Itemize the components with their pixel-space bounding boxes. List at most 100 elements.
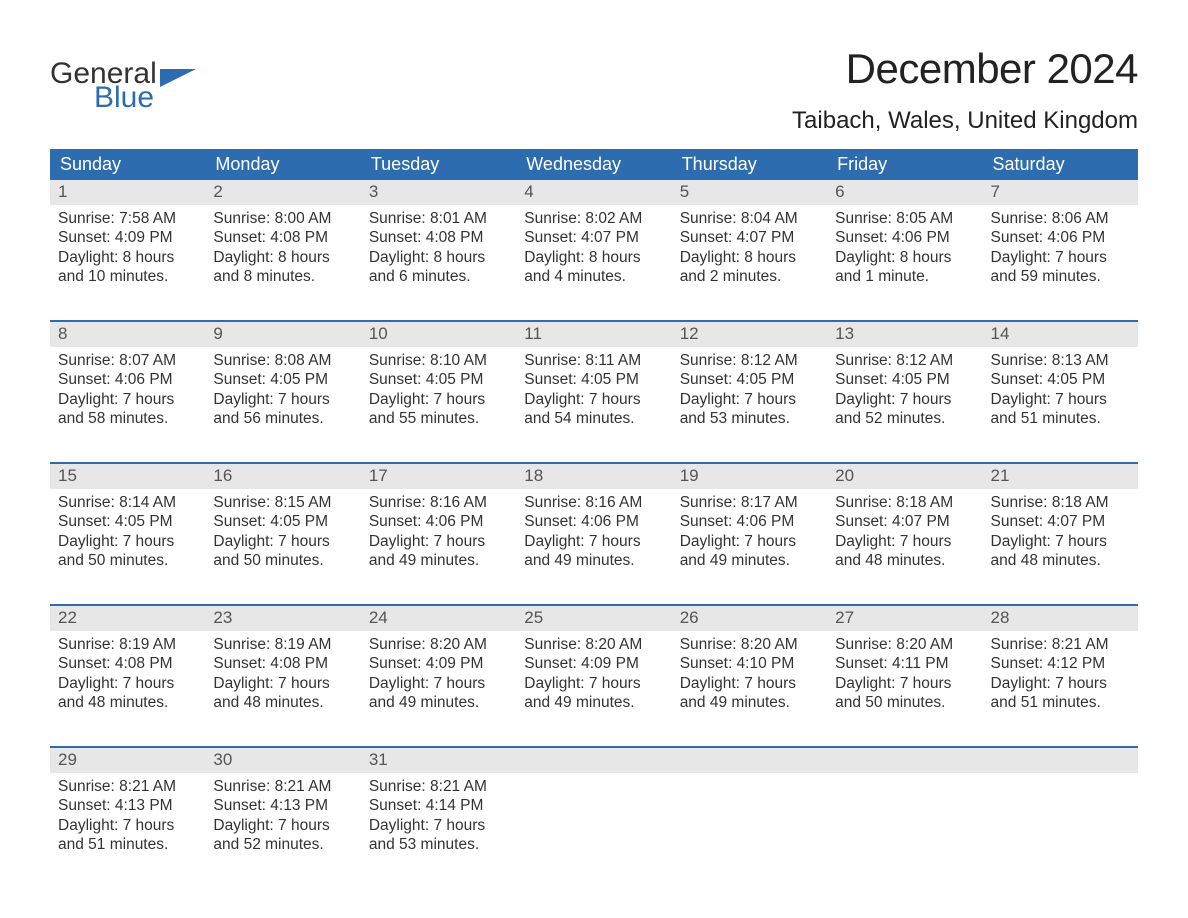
day-cell: 2Sunrise: 8:00 AMSunset: 4:08 PMDaylight… <box>205 180 360 302</box>
sunrise-text: Sunrise: 8:18 AM <box>991 493 1130 512</box>
day-content: Sunrise: 8:12 AMSunset: 4:05 PMDaylight:… <box>672 347 827 437</box>
day-number: 9 <box>205 322 360 347</box>
sunrise-text: Sunrise: 8:20 AM <box>835 635 974 654</box>
sunset-text: Sunset: 4:07 PM <box>680 228 819 247</box>
daylight-line2: and 49 minutes. <box>680 551 819 570</box>
day-cell: 15Sunrise: 8:14 AMSunset: 4:05 PMDayligh… <box>50 464 205 586</box>
daylight-line1: Daylight: 7 hours <box>58 816 197 835</box>
daylight-line1: Daylight: 7 hours <box>524 390 663 409</box>
daylight-line1: Daylight: 7 hours <box>369 674 508 693</box>
day-content: Sunrise: 8:20 AMSunset: 4:09 PMDaylight:… <box>361 631 516 721</box>
day-cell: 24Sunrise: 8:20 AMSunset: 4:09 PMDayligh… <box>361 606 516 728</box>
day-number: 6 <box>827 180 982 205</box>
day-header: Sunday <box>50 149 205 180</box>
day-content: Sunrise: 8:16 AMSunset: 4:06 PMDaylight:… <box>516 489 671 579</box>
daylight-line2: and 54 minutes. <box>524 409 663 428</box>
sunrise-text: Sunrise: 8:12 AM <box>835 351 974 370</box>
daylight-line1: Daylight: 7 hours <box>369 532 508 551</box>
sunset-text: Sunset: 4:05 PM <box>835 370 974 389</box>
daylight-line2: and 48 minutes. <box>991 551 1130 570</box>
day-content: Sunrise: 8:01 AMSunset: 4:08 PMDaylight:… <box>361 205 516 295</box>
day-header: Friday <box>827 149 982 180</box>
day-content: Sunrise: 8:17 AMSunset: 4:06 PMDaylight:… <box>672 489 827 579</box>
day-number-bar <box>516 748 671 773</box>
day-content: Sunrise: 8:19 AMSunset: 4:08 PMDaylight:… <box>50 631 205 721</box>
day-cell: 13Sunrise: 8:12 AMSunset: 4:05 PMDayligh… <box>827 322 982 444</box>
daylight-line2: and 50 minutes. <box>58 551 197 570</box>
sunrise-text: Sunrise: 8:13 AM <box>991 351 1130 370</box>
day-cell: 28Sunrise: 8:21 AMSunset: 4:12 PMDayligh… <box>983 606 1138 728</box>
sunrise-text: Sunrise: 8:21 AM <box>213 777 352 796</box>
day-number: 17 <box>361 464 516 489</box>
day-number: 23 <box>205 606 360 631</box>
sunrise-text: Sunrise: 8:02 AM <box>524 209 663 228</box>
sunset-text: Sunset: 4:12 PM <box>991 654 1130 673</box>
daylight-line2: and 56 minutes. <box>213 409 352 428</box>
logo: General Blue <box>50 57 196 115</box>
daylight-line2: and 59 minutes. <box>991 267 1130 286</box>
sunrise-text: Sunrise: 8:20 AM <box>680 635 819 654</box>
daylight-line2: and 52 minutes. <box>835 409 974 428</box>
day-number: 18 <box>516 464 671 489</box>
daylight-line1: Daylight: 7 hours <box>991 674 1130 693</box>
day-number: 8 <box>50 322 205 347</box>
day-content: Sunrise: 8:10 AMSunset: 4:05 PMDaylight:… <box>361 347 516 437</box>
daylight-line2: and 8 minutes. <box>213 267 352 286</box>
day-cell: 21Sunrise: 8:18 AMSunset: 4:07 PMDayligh… <box>983 464 1138 586</box>
day-cell: 6Sunrise: 8:05 AMSunset: 4:06 PMDaylight… <box>827 180 982 302</box>
daylight-line1: Daylight: 8 hours <box>58 248 197 267</box>
sunrise-text: Sunrise: 8:21 AM <box>369 777 508 796</box>
sunrise-text: Sunrise: 8:04 AM <box>680 209 819 228</box>
day-cell: 30Sunrise: 8:21 AMSunset: 4:13 PMDayligh… <box>205 748 360 870</box>
day-number: 31 <box>361 748 516 773</box>
daylight-line1: Daylight: 7 hours <box>991 532 1130 551</box>
daylight-line2: and 55 minutes. <box>369 409 508 428</box>
day-number: 30 <box>205 748 360 773</box>
sunrise-text: Sunrise: 8:10 AM <box>369 351 508 370</box>
day-number: 27 <box>827 606 982 631</box>
day-cell: 10Sunrise: 8:10 AMSunset: 4:05 PMDayligh… <box>361 322 516 444</box>
empty-day-cell <box>983 748 1138 870</box>
sunrise-text: Sunrise: 8:21 AM <box>58 777 197 796</box>
daylight-line1: Daylight: 7 hours <box>213 532 352 551</box>
daylight-line2: and 6 minutes. <box>369 267 508 286</box>
sunset-text: Sunset: 4:05 PM <box>213 370 352 389</box>
day-content: Sunrise: 8:07 AMSunset: 4:06 PMDaylight:… <box>50 347 205 437</box>
location: Taibach, Wales, United Kingdom <box>792 107 1138 135</box>
daylight-line2: and 4 minutes. <box>524 267 663 286</box>
daylight-line1: Daylight: 7 hours <box>524 532 663 551</box>
day-number: 22 <box>50 606 205 631</box>
sunset-text: Sunset: 4:08 PM <box>213 654 352 673</box>
empty-day-cell <box>827 748 982 870</box>
day-cell: 3Sunrise: 8:01 AMSunset: 4:08 PMDaylight… <box>361 180 516 302</box>
flag-icon <box>160 69 196 87</box>
sunset-text: Sunset: 4:05 PM <box>991 370 1130 389</box>
week-row: 15Sunrise: 8:14 AMSunset: 4:05 PMDayligh… <box>50 462 1138 586</box>
day-number: 5 <box>672 180 827 205</box>
day-number: 21 <box>983 464 1138 489</box>
daylight-line1: Daylight: 7 hours <box>835 390 974 409</box>
day-number: 4 <box>516 180 671 205</box>
day-header: Thursday <box>672 149 827 180</box>
day-content: Sunrise: 8:15 AMSunset: 4:05 PMDaylight:… <box>205 489 360 579</box>
daylight-line1: Daylight: 7 hours <box>58 390 197 409</box>
calendar: SundayMondayTuesdayWednesdayThursdayFrid… <box>50 149 1138 870</box>
daylight-line2: and 58 minutes. <box>58 409 197 428</box>
sunset-text: Sunset: 4:05 PM <box>213 512 352 531</box>
day-number: 19 <box>672 464 827 489</box>
sunrise-text: Sunrise: 8:00 AM <box>213 209 352 228</box>
sunset-text: Sunset: 4:09 PM <box>58 228 197 247</box>
day-content: Sunrise: 8:21 AMSunset: 4:13 PMDaylight:… <box>50 773 205 863</box>
sunset-text: Sunset: 4:10 PM <box>680 654 819 673</box>
daylight-line1: Daylight: 7 hours <box>680 674 819 693</box>
day-header-row: SundayMondayTuesdayWednesdayThursdayFrid… <box>50 149 1138 180</box>
sunrise-text: Sunrise: 8:20 AM <box>524 635 663 654</box>
day-number: 14 <box>983 322 1138 347</box>
sunset-text: Sunset: 4:09 PM <box>369 654 508 673</box>
sunrise-text: Sunrise: 8:17 AM <box>680 493 819 512</box>
day-cell: 9Sunrise: 8:08 AMSunset: 4:05 PMDaylight… <box>205 322 360 444</box>
day-number: 12 <box>672 322 827 347</box>
day-cell: 20Sunrise: 8:18 AMSunset: 4:07 PMDayligh… <box>827 464 982 586</box>
day-content: Sunrise: 8:04 AMSunset: 4:07 PMDaylight:… <box>672 205 827 295</box>
day-cell: 1Sunrise: 7:58 AMSunset: 4:09 PMDaylight… <box>50 180 205 302</box>
